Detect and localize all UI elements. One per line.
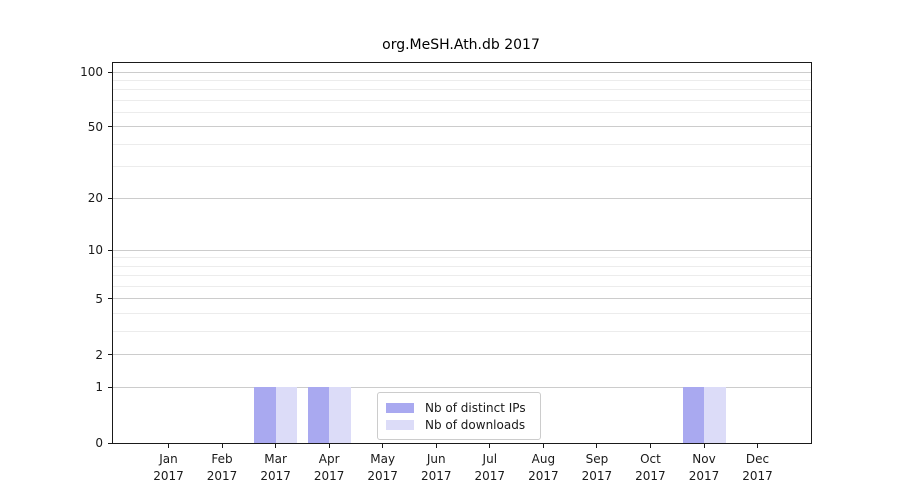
x-axis-tick (328, 443, 330, 448)
x-axis-tick (596, 443, 598, 448)
gridline-major (113, 71, 811, 73)
x-axis-label: Jun 2017 (420, 452, 452, 483)
gridline-minor (113, 89, 811, 91)
gridline-minor (113, 257, 811, 259)
x-axis-tick (757, 443, 759, 448)
legend-label-distinct-ips: Nb of distinct IPs (425, 400, 526, 415)
x-axis-label: Oct 2017 (635, 452, 666, 483)
gridline-major (113, 249, 811, 251)
x-axis-label: Jan 2017 (153, 452, 184, 483)
y-axis-label: 100 (80, 65, 103, 80)
gridline-major (113, 354, 811, 356)
y-axis-tick (108, 126, 113, 128)
x-axis-label: Dec 2017 (742, 452, 773, 483)
x-axis-label: Sep 2017 (581, 452, 613, 483)
gridline-minor (113, 143, 811, 145)
gridline-minor (113, 166, 811, 168)
y-axis-label: 20 (87, 191, 103, 206)
x-axis-tick (275, 443, 277, 448)
bar-downloads (329, 387, 351, 443)
gridline-minor (113, 112, 811, 114)
gridline-major (113, 386, 811, 388)
y-axis-tick (108, 71, 113, 73)
gridline-minor (113, 265, 811, 267)
y-axis-label: 0 (95, 436, 103, 450)
x-axis-label: Nov 2017 (688, 452, 720, 483)
gridline-minor (113, 275, 811, 277)
y-axis-tick (108, 442, 113, 444)
x-axis-tick (382, 443, 384, 448)
gridline-minor (113, 331, 811, 333)
legend-item-downloads: Nb of downloads (386, 418, 532, 432)
x-axis-tick (649, 443, 651, 448)
bar-distinct-ips (682, 387, 704, 443)
gridline-major (113, 298, 811, 300)
legend: Nb of distinct IPs Nb of downloads (377, 392, 541, 440)
y-axis-label: 2 (95, 347, 103, 362)
y-axis-label: 5 (95, 291, 103, 306)
y-axis-label: 10 (87, 243, 103, 258)
x-axis-tick (221, 443, 223, 448)
gridline-major (113, 126, 811, 128)
x-axis-tick (435, 443, 437, 448)
bar-downloads (275, 387, 298, 443)
x-axis-label: Aug 2017 (528, 452, 559, 483)
y-axis-label: 1 (95, 380, 103, 395)
x-axis-tick (703, 443, 705, 448)
y-axis-tick (108, 354, 113, 356)
x-axis-tick (489, 443, 491, 448)
x-axis-label: Apr 2017 (313, 452, 345, 483)
x-axis-tick (168, 443, 169, 448)
y-axis-label: 50 (87, 119, 103, 134)
y-axis-tick (108, 298, 113, 300)
legend-item-distinct-ips: Nb of distinct IPs (386, 401, 532, 415)
gridline-major (113, 197, 811, 199)
x-axis-label: Jul 2017 (474, 452, 506, 483)
legend-swatch-distinct-ips (386, 402, 414, 413)
plot-area: 0 1 2 5 10 20 50 100 Jan 2017 Feb 2017 Mar 2017 Apr… (80, 62, 812, 483)
bar-distinct-ips (307, 387, 330, 443)
y-axis-tick (108, 197, 113, 199)
x-axis-label: Mar 2017 (260, 452, 291, 483)
x-axis-label: May 2017 (367, 452, 398, 483)
legend-label-downloads: Nb of downloads (425, 417, 526, 432)
legend-swatch-downloads (386, 419, 414, 430)
gridline-minor (113, 286, 811, 288)
x-axis-label: Feb 2017 (206, 452, 238, 483)
bar-downloads (704, 387, 726, 443)
gridline-minor (113, 313, 811, 315)
chart-title: org.MeSH.Ath.db 2017 (382, 37, 540, 53)
y-axis-tick (108, 249, 113, 251)
gridline-minor (113, 79, 811, 81)
x-axis-tick (542, 443, 544, 448)
y-axis-tick (108, 386, 113, 388)
gridline-minor (113, 99, 811, 101)
bar-distinct-ips (254, 387, 276, 443)
